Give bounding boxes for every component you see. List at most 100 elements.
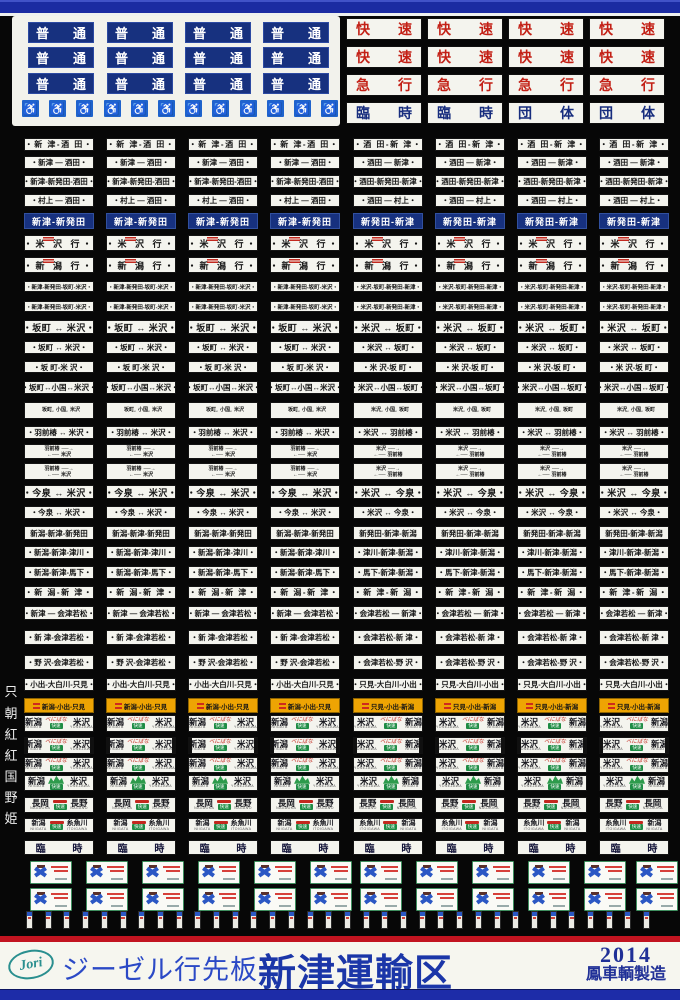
plate-text: ・会津若松 ― 新津・ bbox=[353, 608, 423, 618]
train-nickname: べにばな bbox=[45, 738, 68, 745]
destination-plate: ・新津-新発田-坂町-米沢・ bbox=[188, 281, 258, 292]
plate-text: ・今泉 ↔ 米沢・ bbox=[112, 508, 170, 517]
mascot-cap-icon bbox=[535, 892, 543, 895]
red-text-line bbox=[552, 870, 566, 872]
strip-red-mark bbox=[177, 917, 181, 919]
destination-plate: 新潟-新津-新発田 bbox=[270, 526, 340, 540]
type-plate-local: 普通 bbox=[28, 73, 94, 94]
destination-plate: ・新 潟-新 津・ bbox=[188, 586, 258, 599]
plate-text: ・会津若松-新 津・ bbox=[601, 633, 667, 642]
destination-plate: ・野 沢-会津若松・ bbox=[24, 655, 94, 670]
label-char: 快 bbox=[437, 49, 451, 65]
red-service-mark bbox=[288, 259, 300, 263]
headmark-center: べにばな 快速 bbox=[209, 717, 231, 730]
destination-plate: ・酒田 ― 村上・ bbox=[599, 194, 669, 207]
red-text-line bbox=[605, 866, 622, 868]
destination-plate: ・今泉 ↔ 米沢・ bbox=[106, 485, 176, 499]
station-romaji: YONEZAWA bbox=[152, 766, 176, 771]
train-nickname: べにばな bbox=[625, 716, 648, 723]
rapid-badge: 快速 bbox=[295, 784, 309, 790]
destination-plate: 坂町 ↔ 小国 ↔ 米沢 bbox=[106, 402, 176, 419]
station-kanji: 新潟 bbox=[107, 716, 125, 727]
station-name: 米沢 bbox=[539, 445, 550, 452]
plate-text: 新発田-新津-新潟 bbox=[523, 528, 581, 538]
station-name: 長岡 NAGAOKA bbox=[397, 799, 417, 811]
station-name: 米沢 bbox=[375, 465, 386, 472]
small-text-line bbox=[55, 878, 67, 880]
strip-blue-band bbox=[27, 912, 32, 916]
station-name: 米沢 YONEZAWA bbox=[149, 777, 172, 789]
maker-block: 2014 鳳車輌製造 bbox=[586, 944, 666, 984]
mascot-cap-icon bbox=[479, 865, 487, 868]
door-strip-sticker bbox=[549, 911, 557, 929]
plate-text: ・新潟-新津-馬下・ bbox=[108, 568, 174, 577]
station-name: 新潟 NIIGATA bbox=[405, 718, 422, 730]
station-name: 長野 NAGANO bbox=[523, 799, 541, 811]
strip-blue-band bbox=[270, 912, 276, 916]
door-strip-sticker bbox=[587, 911, 594, 929]
plate-text: ・米沢 ↔ 坂町・ bbox=[441, 343, 499, 352]
station-kanji: 新潟 bbox=[25, 758, 43, 769]
station-name: 米沢 YONEZAWA bbox=[234, 740, 254, 752]
red-text-line bbox=[222, 870, 236, 872]
plate-text: ・坂町 ↔ 米沢・ bbox=[270, 322, 340, 333]
station-name: 羽前椿 bbox=[44, 465, 60, 472]
station-name: 米沢 bbox=[621, 445, 632, 452]
station-name: 糸魚川 ITOIGAWA bbox=[231, 820, 252, 832]
arrow-right-glyph: ──→ bbox=[387, 465, 401, 472]
plate-text: ・米沢↔小国↔坂町・ bbox=[353, 383, 423, 392]
mountain-illustration-icon bbox=[294, 776, 311, 784]
station-kanji: 新潟 bbox=[565, 819, 580, 827]
type-plate-local: 普通 bbox=[28, 22, 94, 43]
station-romaji: NIIGATA bbox=[112, 826, 129, 831]
rapid-badge: 快速 bbox=[217, 803, 231, 810]
destination-plate: 羽前椿 ──→ ←── 米沢 bbox=[106, 444, 176, 459]
destination-plate: ・酒田-新発田-新津・ bbox=[517, 175, 587, 188]
destination-plate: ・新潟-新津-馬下・ bbox=[106, 566, 176, 579]
door-strip-sticker bbox=[325, 911, 333, 929]
strip-red-mark bbox=[83, 917, 88, 919]
strip-blue-band bbox=[401, 912, 406, 916]
destination-plate: ・新津-新発田-坂町-米沢・ bbox=[188, 301, 258, 312]
station-kanji: 新潟 bbox=[271, 738, 289, 749]
destination-plate: ・新津-新発田-坂町-米沢・ bbox=[270, 301, 340, 312]
door-strip-sticker bbox=[26, 911, 33, 929]
destination-plate: ・新 津-新 潟・ bbox=[435, 586, 505, 599]
station-romaji: NAGANO bbox=[441, 806, 459, 811]
destination-plate: 新津-新発田 bbox=[188, 213, 258, 229]
strip-blue-band bbox=[139, 912, 145, 916]
strip-red-mark bbox=[588, 917, 593, 919]
plate-text: ・羽前椿 ↔ 米沢・ bbox=[108, 428, 174, 437]
plate-text: ・米沢↔小国↔坂町・ bbox=[599, 383, 669, 392]
illustrated-headmark-plate: 新潟 NIIGATA 快速 糸魚川 ITOIGAWA bbox=[106, 818, 176, 833]
plate-text: ・新潟-新津-馬下・ bbox=[26, 568, 92, 577]
door-strip-sticker bbox=[231, 911, 239, 929]
station-name: 羽前椿 bbox=[208, 445, 224, 452]
destination-plate: 新津-新発田 bbox=[106, 213, 176, 229]
headmark-center: 快速 bbox=[547, 820, 562, 831]
station-kanji: 長岡 bbox=[195, 798, 213, 809]
arrow-glyph: ↔ bbox=[392, 407, 398, 414]
label-char: 通 bbox=[151, 26, 165, 41]
plate-text: ・羽前椿 ↔ 米沢・ bbox=[272, 428, 338, 437]
destination-plate: 米沢 ──→ ←── 羽前椿 bbox=[517, 444, 587, 459]
station-kanji: 長岡 bbox=[644, 798, 662, 809]
red-text-line bbox=[440, 870, 454, 872]
plate-text: 新発田-新津 bbox=[607, 216, 661, 227]
station-name: 羽前椿 bbox=[126, 465, 142, 472]
label-char: 通 bbox=[229, 51, 243, 66]
headmark-center: べにばな 快速 bbox=[45, 738, 68, 752]
destination-plate: ・村上 ― 酒田・ bbox=[106, 194, 176, 207]
type-plate-rapid: 急行 bbox=[589, 74, 665, 96]
destination-plate: ・米沢 ↔ 坂町・ bbox=[435, 341, 505, 354]
destination-plate: ・只見-大白川-小出・ bbox=[599, 678, 669, 691]
small-text-line bbox=[385, 905, 397, 907]
plate-text: ・新 津-酒 田・ bbox=[188, 140, 258, 149]
destination-plate: ・坂町↔小国↔米沢・ bbox=[188, 381, 258, 394]
station-romaji: NIIGATA bbox=[651, 724, 668, 729]
plate-text: ・酒田-新発田-新津・ bbox=[599, 177, 669, 186]
destination-plate: 米沢 ──→ ←── 羽前椿 bbox=[599, 463, 669, 480]
station-kanji: 米沢 bbox=[605, 776, 623, 787]
station-name: 羽前椿 bbox=[551, 451, 567, 458]
label-char: 快 bbox=[518, 21, 532, 37]
